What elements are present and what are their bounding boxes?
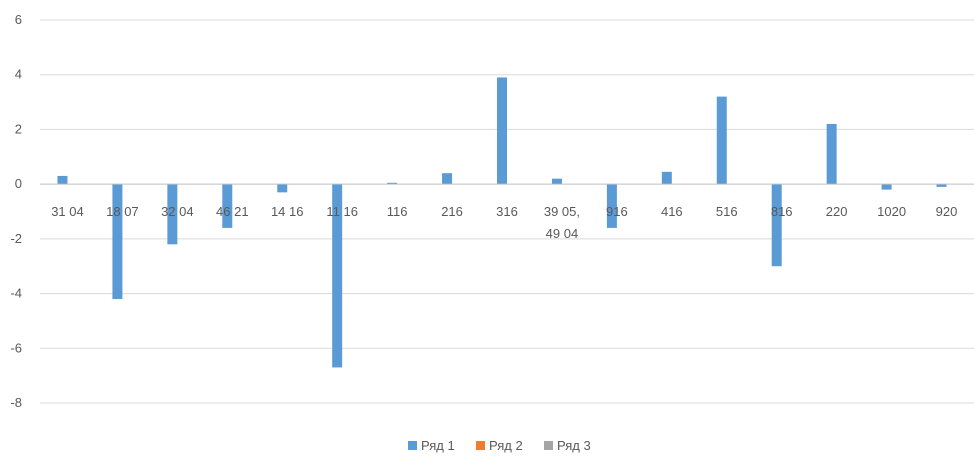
x-tick-label: 920	[936, 204, 958, 219]
x-tick-label: 14 16	[271, 204, 304, 219]
legend: Ряд 1 Ряд 2 Ряд 3	[408, 438, 591, 453]
y-tick-label: -8	[10, 395, 22, 410]
x-tick-label: 11 16	[326, 204, 358, 219]
x-tick-label: 31 04	[51, 204, 84, 219]
bar-series-1	[662, 172, 672, 184]
x-axis-ticks: 31 04 18 07 32 04 46 21 14 16 11 16 116 216 316 3…	[51, 204, 957, 241]
x-tick-label: 39 05,49 04	[544, 204, 580, 241]
x-tick-label: 816	[771, 204, 793, 219]
x-tick-label: 316	[496, 204, 518, 219]
y-axis-ticks: 6 4 2 0 -2 -4 -6 -8	[10, 12, 22, 410]
legend-swatch	[408, 441, 417, 450]
bar-series-1	[827, 124, 837, 184]
x-tick-label: 1020	[877, 204, 906, 219]
x-tick-label: 18 07	[106, 204, 139, 219]
legend-entry: Ряд 2	[489, 438, 523, 453]
bar-series-1	[772, 184, 782, 266]
bar-series-1	[57, 176, 67, 184]
x-tick-label: 416	[661, 204, 683, 219]
bars	[57, 77, 966, 367]
bar-series-1	[442, 173, 452, 184]
x-tick-label: 916	[606, 204, 628, 219]
x-tick-label: 220	[826, 204, 848, 219]
x-tick-label: 216	[441, 204, 463, 219]
bar-series-1	[112, 184, 122, 299]
y-tick-label: 2	[15, 121, 22, 136]
legend-entry: Ряд 3	[557, 438, 591, 453]
bar-series-1	[552, 179, 562, 184]
y-tick-label: -2	[10, 231, 22, 246]
bar-series-1	[497, 77, 507, 184]
x-tick-label: 46 21	[216, 204, 249, 219]
x-tick-label: 516	[716, 204, 738, 219]
bar-series-1	[882, 184, 892, 189]
y-tick-label: 6	[15, 12, 22, 27]
legend-swatch	[544, 441, 553, 450]
bar-series-1	[717, 97, 727, 185]
legend-swatch	[476, 441, 485, 450]
bar-series-1	[277, 184, 287, 192]
x-tick-label: 116	[387, 204, 408, 219]
y-tick-label: -4	[10, 286, 22, 301]
y-tick-label: -6	[10, 340, 22, 355]
legend-entry: Ряд 1	[421, 438, 455, 453]
x-tick-label: 32 04	[161, 204, 194, 219]
y-tick-label: 4	[15, 67, 22, 82]
y-tick-label: 0	[15, 176, 22, 191]
